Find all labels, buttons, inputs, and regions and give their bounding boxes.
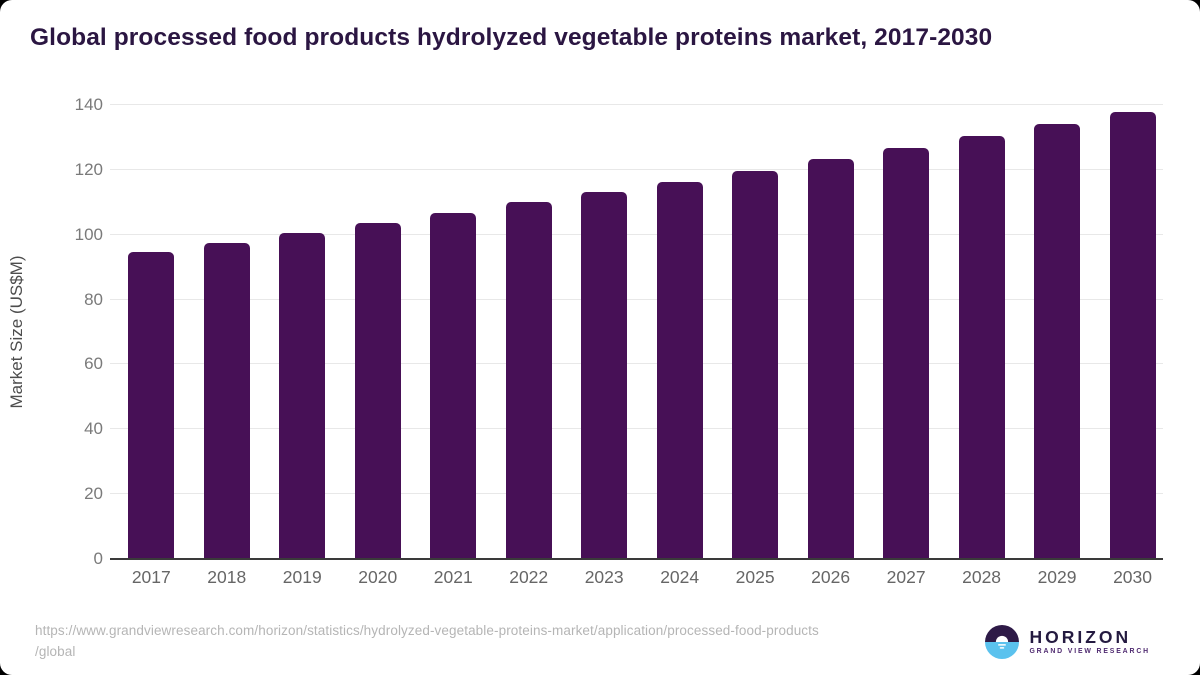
grid-line-140: [110, 104, 1163, 105]
plot-area: [110, 104, 1163, 560]
grid-line-100: [110, 233, 1163, 235]
bar-2030: [1109, 111, 1156, 559]
bar-2026: [807, 159, 854, 559]
x-tick-label-2024: 2024: [660, 567, 700, 587]
x-tick-label-2025: 2025: [735, 567, 775, 587]
horizon-logo-name: HORIZON: [1029, 627, 1132, 647]
grid-line-40: [110, 428, 1163, 430]
grid-line-60: [110, 363, 1163, 365]
y-tick-label-60: 60: [84, 354, 103, 374]
bar-2024: [656, 181, 703, 559]
horizon-logo-icon: [985, 625, 1020, 659]
grid-line-20: [110, 493, 1163, 495]
x-tick-label-2023: 2023: [584, 567, 624, 587]
x-tick-label-2027: 2027: [886, 567, 926, 587]
bar-2017: [128, 252, 175, 559]
y-tick-label-120: 120: [74, 159, 103, 179]
bar-2018: [203, 242, 250, 559]
x-tick-label-2020: 2020: [358, 567, 398, 587]
horizon-logo: HORIZON GRAND VIEW RESEARCH: [985, 625, 1150, 659]
x-tick-label-2030: 2030: [1113, 567, 1152, 587]
y-tick-label-0: 0: [93, 549, 103, 568]
horizon-logo-subtitle: GRAND VIEW RESEARCH: [1029, 648, 1150, 655]
bar-2029: [1034, 124, 1081, 559]
x-tick-label-2018: 2018: [207, 567, 247, 587]
x-axis-labels: 2017 2018 2019 2020 2021 2022 2023 2024 2025 2026…: [110, 567, 1163, 593]
chart-title: Global processed food products hydrolyze…: [30, 24, 993, 51]
bar-2020: [354, 222, 401, 559]
bar-2023: [581, 191, 628, 559]
bar-2025: [732, 170, 779, 559]
bar-2028: [958, 135, 1005, 559]
x-tick-label-2028: 2028: [962, 567, 1002, 587]
y-tick-label-80: 80: [84, 289, 103, 309]
horizon-logo-text: HORIZON GRAND VIEW RESEARCH: [1029, 628, 1150, 656]
source-url-line2: /global: [35, 644, 76, 659]
bar-2022: [505, 201, 552, 559]
grid-line-80: [110, 298, 1163, 300]
x-tick-label-2029: 2029: [1037, 567, 1077, 587]
y-axis-ticks: 0 20 40 60 80 100 120 140: [40, 95, 103, 568]
bar-2021: [430, 212, 477, 559]
source-url-line1: https://www.grandviewresearch.com/horizo…: [35, 623, 819, 638]
x-tick-label-2017: 2017: [131, 567, 171, 587]
x-axis-line: [110, 558, 1163, 560]
source-url: https://www.grandviewresearch.com/horizo…: [35, 620, 819, 662]
y-tick-label-20: 20: [84, 484, 103, 504]
grid-line-120: [110, 168, 1163, 170]
x-tick-label-2026: 2026: [811, 567, 851, 587]
y-axis-label: Market Size (US$M): [7, 255, 26, 409]
y-tick-label-100: 100: [74, 224, 103, 244]
y-tick-label-40: 40: [84, 419, 103, 439]
y-tick-label-140: 140: [74, 95, 103, 114]
x-tick-label-2019: 2019: [282, 567, 322, 587]
bar-2019: [279, 232, 326, 559]
x-tick-label-2021: 2021: [433, 567, 473, 587]
x-tick-label-2022: 2022: [509, 567, 549, 587]
bar-2027: [883, 147, 930, 559]
